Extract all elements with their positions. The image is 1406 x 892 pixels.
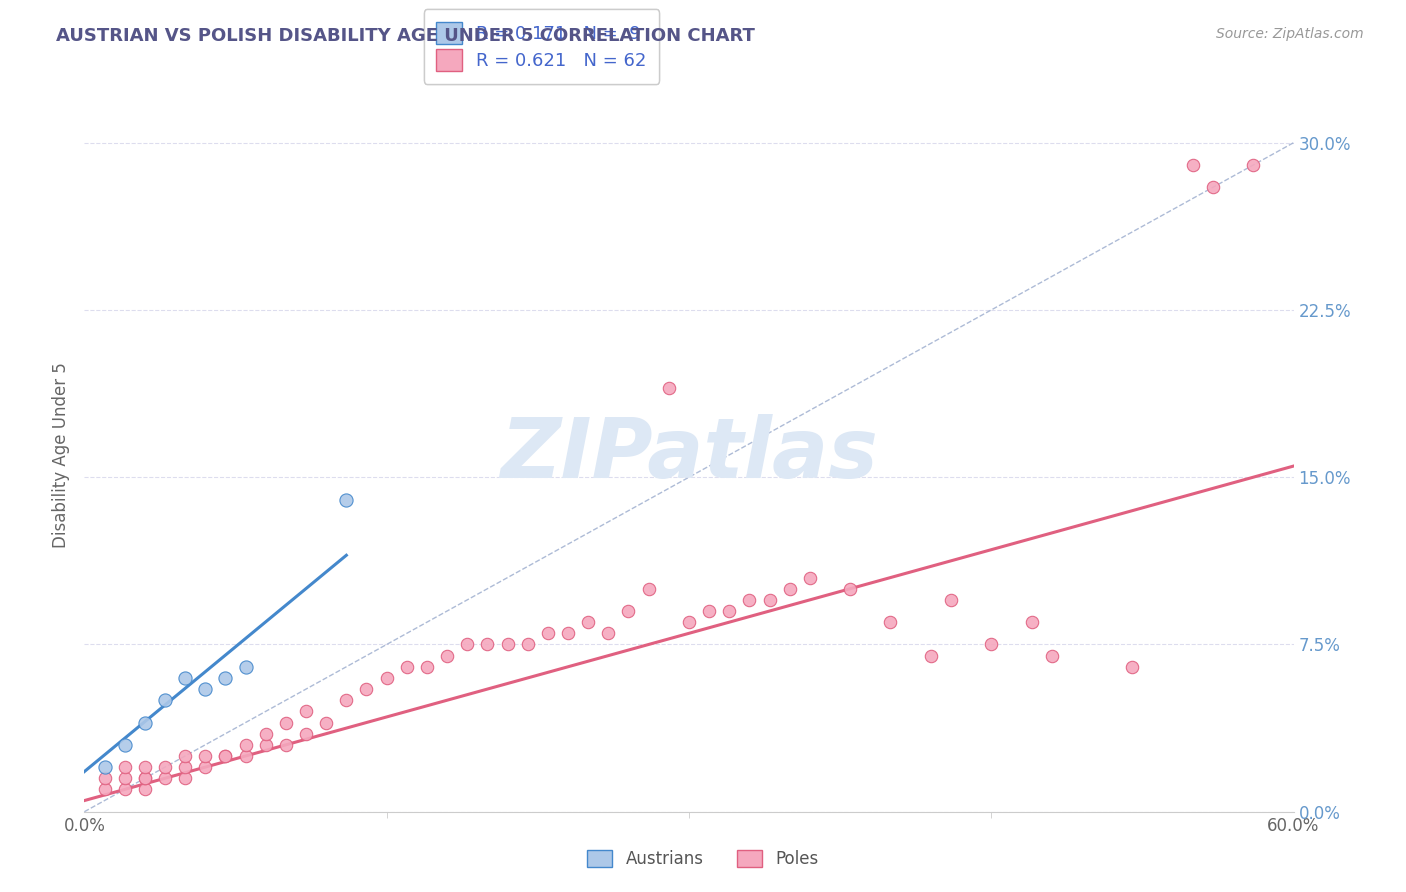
- Point: [939, 592, 962, 607]
- Point: [516, 637, 538, 651]
- Point: [718, 604, 741, 618]
- Point: [93, 782, 115, 797]
- Point: [134, 760, 156, 774]
- Point: [174, 749, 197, 764]
- Point: [93, 771, 115, 786]
- Text: ZIPatlas: ZIPatlas: [501, 415, 877, 495]
- Point: [93, 760, 115, 774]
- Point: [1121, 660, 1143, 674]
- Point: [214, 671, 236, 685]
- Point: [134, 715, 156, 730]
- Point: [153, 693, 176, 707]
- Point: [114, 738, 136, 752]
- Point: [658, 381, 681, 395]
- Point: [315, 715, 337, 730]
- Point: [254, 726, 277, 740]
- Point: [114, 771, 136, 786]
- Point: [758, 592, 780, 607]
- Point: [114, 760, 136, 774]
- Point: [598, 626, 620, 640]
- Point: [235, 749, 257, 764]
- Point: [537, 626, 560, 640]
- Legend: R = 0.171   N =  9, R = 0.621   N = 62: R = 0.171 N = 9, R = 0.621 N = 62: [423, 9, 659, 84]
- Point: [274, 715, 297, 730]
- Point: [194, 760, 217, 774]
- Point: [779, 582, 801, 596]
- Point: [456, 637, 478, 651]
- Point: [254, 738, 277, 752]
- Point: [214, 749, 236, 764]
- Text: AUSTRIAN VS POLISH DISABILITY AGE UNDER 5 CORRELATION CHART: AUSTRIAN VS POLISH DISABILITY AGE UNDER …: [56, 27, 755, 45]
- Point: [153, 760, 176, 774]
- Point: [799, 571, 821, 585]
- Point: [235, 660, 257, 674]
- Point: [496, 637, 519, 651]
- Point: [174, 771, 197, 786]
- Point: [1181, 158, 1204, 172]
- Point: [1040, 648, 1063, 663]
- Point: [557, 626, 579, 640]
- Point: [174, 760, 197, 774]
- Point: [134, 771, 156, 786]
- Point: [375, 671, 398, 685]
- Point: [697, 604, 720, 618]
- Point: [617, 604, 640, 618]
- Point: [477, 637, 499, 651]
- Point: [153, 771, 176, 786]
- Point: [114, 782, 136, 797]
- Point: [879, 615, 901, 630]
- Point: [678, 615, 700, 630]
- Point: [738, 592, 761, 607]
- Point: [235, 738, 257, 752]
- Point: [274, 738, 297, 752]
- Point: [174, 671, 197, 685]
- Point: [839, 582, 862, 596]
- Point: [134, 771, 156, 786]
- Point: [194, 749, 217, 764]
- Point: [576, 615, 599, 630]
- Point: [436, 648, 458, 663]
- Legend: Austrians, Poles: Austrians, Poles: [581, 843, 825, 875]
- Point: [920, 648, 942, 663]
- Point: [356, 681, 378, 696]
- Point: [637, 582, 659, 596]
- Point: [395, 660, 418, 674]
- Point: [214, 749, 236, 764]
- Point: [1202, 180, 1225, 194]
- Point: [194, 681, 217, 696]
- Point: [416, 660, 439, 674]
- Point: [134, 782, 156, 797]
- Point: [335, 492, 357, 507]
- Point: [335, 693, 357, 707]
- Point: [295, 726, 318, 740]
- Text: Source: ZipAtlas.com: Source: ZipAtlas.com: [1216, 27, 1364, 41]
- Point: [1241, 158, 1264, 172]
- Point: [980, 637, 1002, 651]
- Point: [1021, 615, 1043, 630]
- Point: [295, 705, 318, 719]
- Y-axis label: Disability Age Under 5: Disability Age Under 5: [52, 362, 70, 548]
